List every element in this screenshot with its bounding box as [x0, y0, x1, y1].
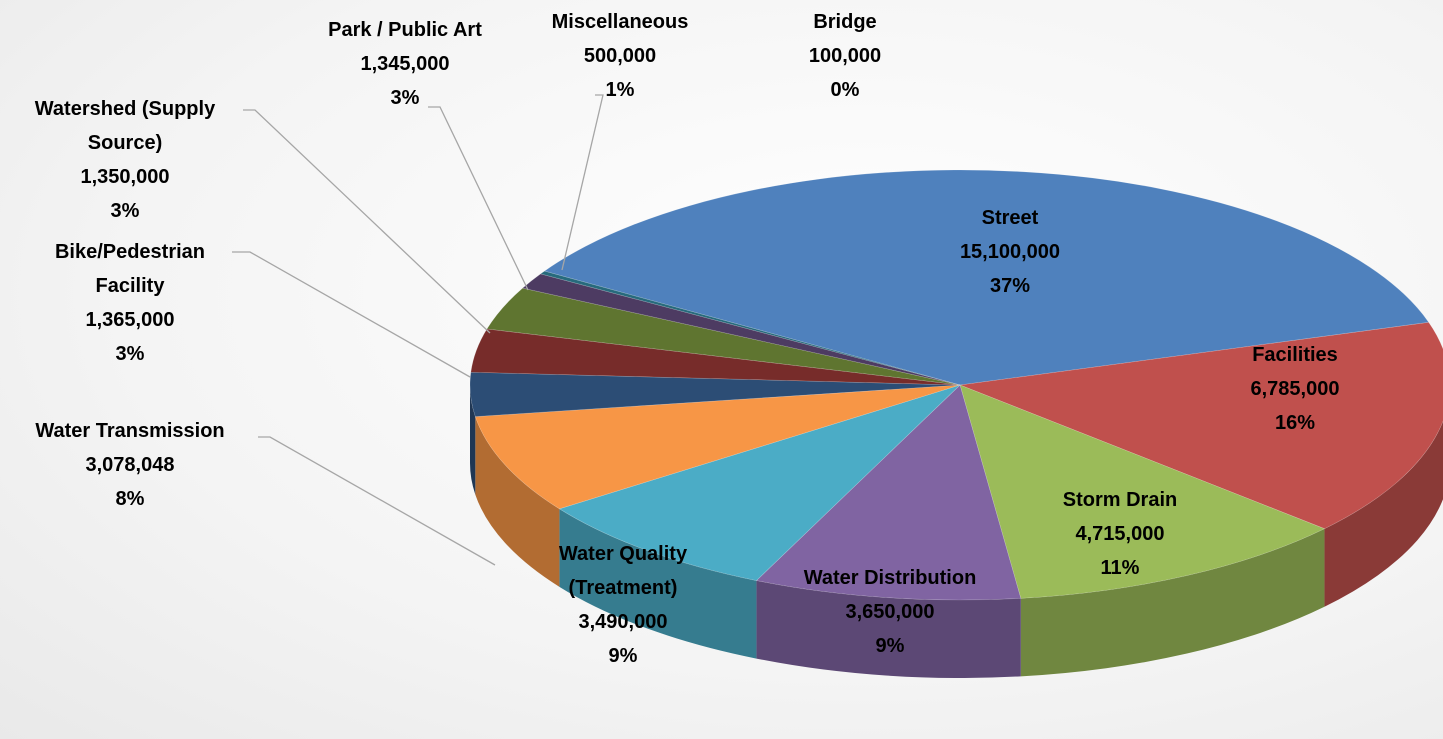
percent-label: 1% — [605, 79, 635, 101]
pie-tops — [469, 169, 1443, 601]
category-name: Bridge — [813, 11, 877, 33]
data-label: Storm Drain 4,715,000 11% — [1020, 483, 1220, 585]
percent-label: 0% — [830, 79, 860, 101]
category-name: Facilities — [1252, 344, 1338, 366]
category-name: Street — [981, 207, 1039, 229]
category-name: Storm Drain — [1062, 489, 1178, 511]
percent-label: 9% — [608, 645, 638, 667]
leader-line — [428, 106, 529, 291]
percent-label: 37% — [989, 275, 1031, 297]
data-label: Street 15,100,000 37% — [910, 201, 1110, 303]
data-label: Miscellaneous 500,000 1% — [520, 5, 720, 107]
pie-sides — [470, 385, 1443, 678]
value-label: 500,000 — [583, 45, 657, 67]
percent-label: 3% — [115, 343, 145, 365]
slice — [521, 273, 961, 386]
value-label: 15,100,000 — [959, 241, 1061, 263]
data-label: Bike/Pedestrian Facility 1,365,000 3% — [38, 235, 223, 371]
leader-line — [243, 109, 491, 334]
percent-label: 8% — [115, 488, 145, 510]
percent-label: 16% — [1274, 412, 1316, 434]
slice-side — [756, 580, 1021, 678]
slice — [470, 328, 961, 386]
slice-side — [470, 385, 476, 495]
value-label: 1,345,000 — [360, 53, 450, 75]
percent-label: 11% — [1100, 557, 1140, 579]
slice — [543, 169, 1430, 386]
slice — [959, 384, 1326, 599]
slice-side — [475, 416, 560, 587]
value-label: 3,078,048 — [85, 454, 175, 476]
slice — [558, 384, 961, 581]
category-name: Bike/Pedestrian Facility — [54, 241, 206, 297]
value-label: 4,715,000 — [1075, 523, 1165, 545]
category-name: Miscellaneous — [551, 11, 689, 33]
value-label: 6,785,000 — [1250, 378, 1340, 400]
data-label: Water Transmission 3,078,048 8% — [0, 414, 260, 516]
data-label: Water Quality (Treatment) 3,490,000 9% — [538, 537, 708, 673]
data-label: Bridge 100,000 0% — [765, 5, 925, 107]
slice — [755, 384, 1022, 601]
value-label: 3,650,000 — [845, 601, 935, 623]
percent-label: 3% — [110, 200, 140, 222]
slice-side — [1020, 528, 1325, 677]
slice — [539, 270, 961, 386]
leader-line — [561, 94, 604, 271]
value-label: 100,000 — [808, 45, 882, 67]
slice-side — [1324, 421, 1443, 607]
slice — [474, 384, 961, 510]
category-name: Water Transmission — [35, 420, 225, 442]
slice — [469, 371, 961, 417]
category-name: Park / Public Art — [328, 19, 482, 41]
slice — [486, 287, 961, 386]
percent-label: 3% — [390, 87, 420, 109]
value-label: 3,490,000 — [578, 611, 668, 633]
leader-line — [258, 436, 496, 566]
category-name: Watershed (Supply Source) — [34, 98, 216, 154]
category-name: Water Distribution — [803, 567, 977, 589]
slice-side — [559, 508, 757, 659]
percent-label: 9% — [875, 635, 905, 657]
data-label: Facilities 6,785,000 16% — [1195, 338, 1395, 440]
value-label: 1,365,000 — [85, 309, 175, 331]
category-name: Water Quality (Treatment) — [558, 543, 688, 599]
data-label: Watershed (Supply Source) 1,350,000 3% — [25, 92, 225, 228]
leader-line — [232, 251, 471, 378]
value-label: 1,350,000 — [80, 166, 170, 188]
data-label: Park / Public Art 1,345,000 3% — [295, 13, 515, 115]
data-label: Water Distribution 3,650,000 9% — [760, 561, 1020, 663]
